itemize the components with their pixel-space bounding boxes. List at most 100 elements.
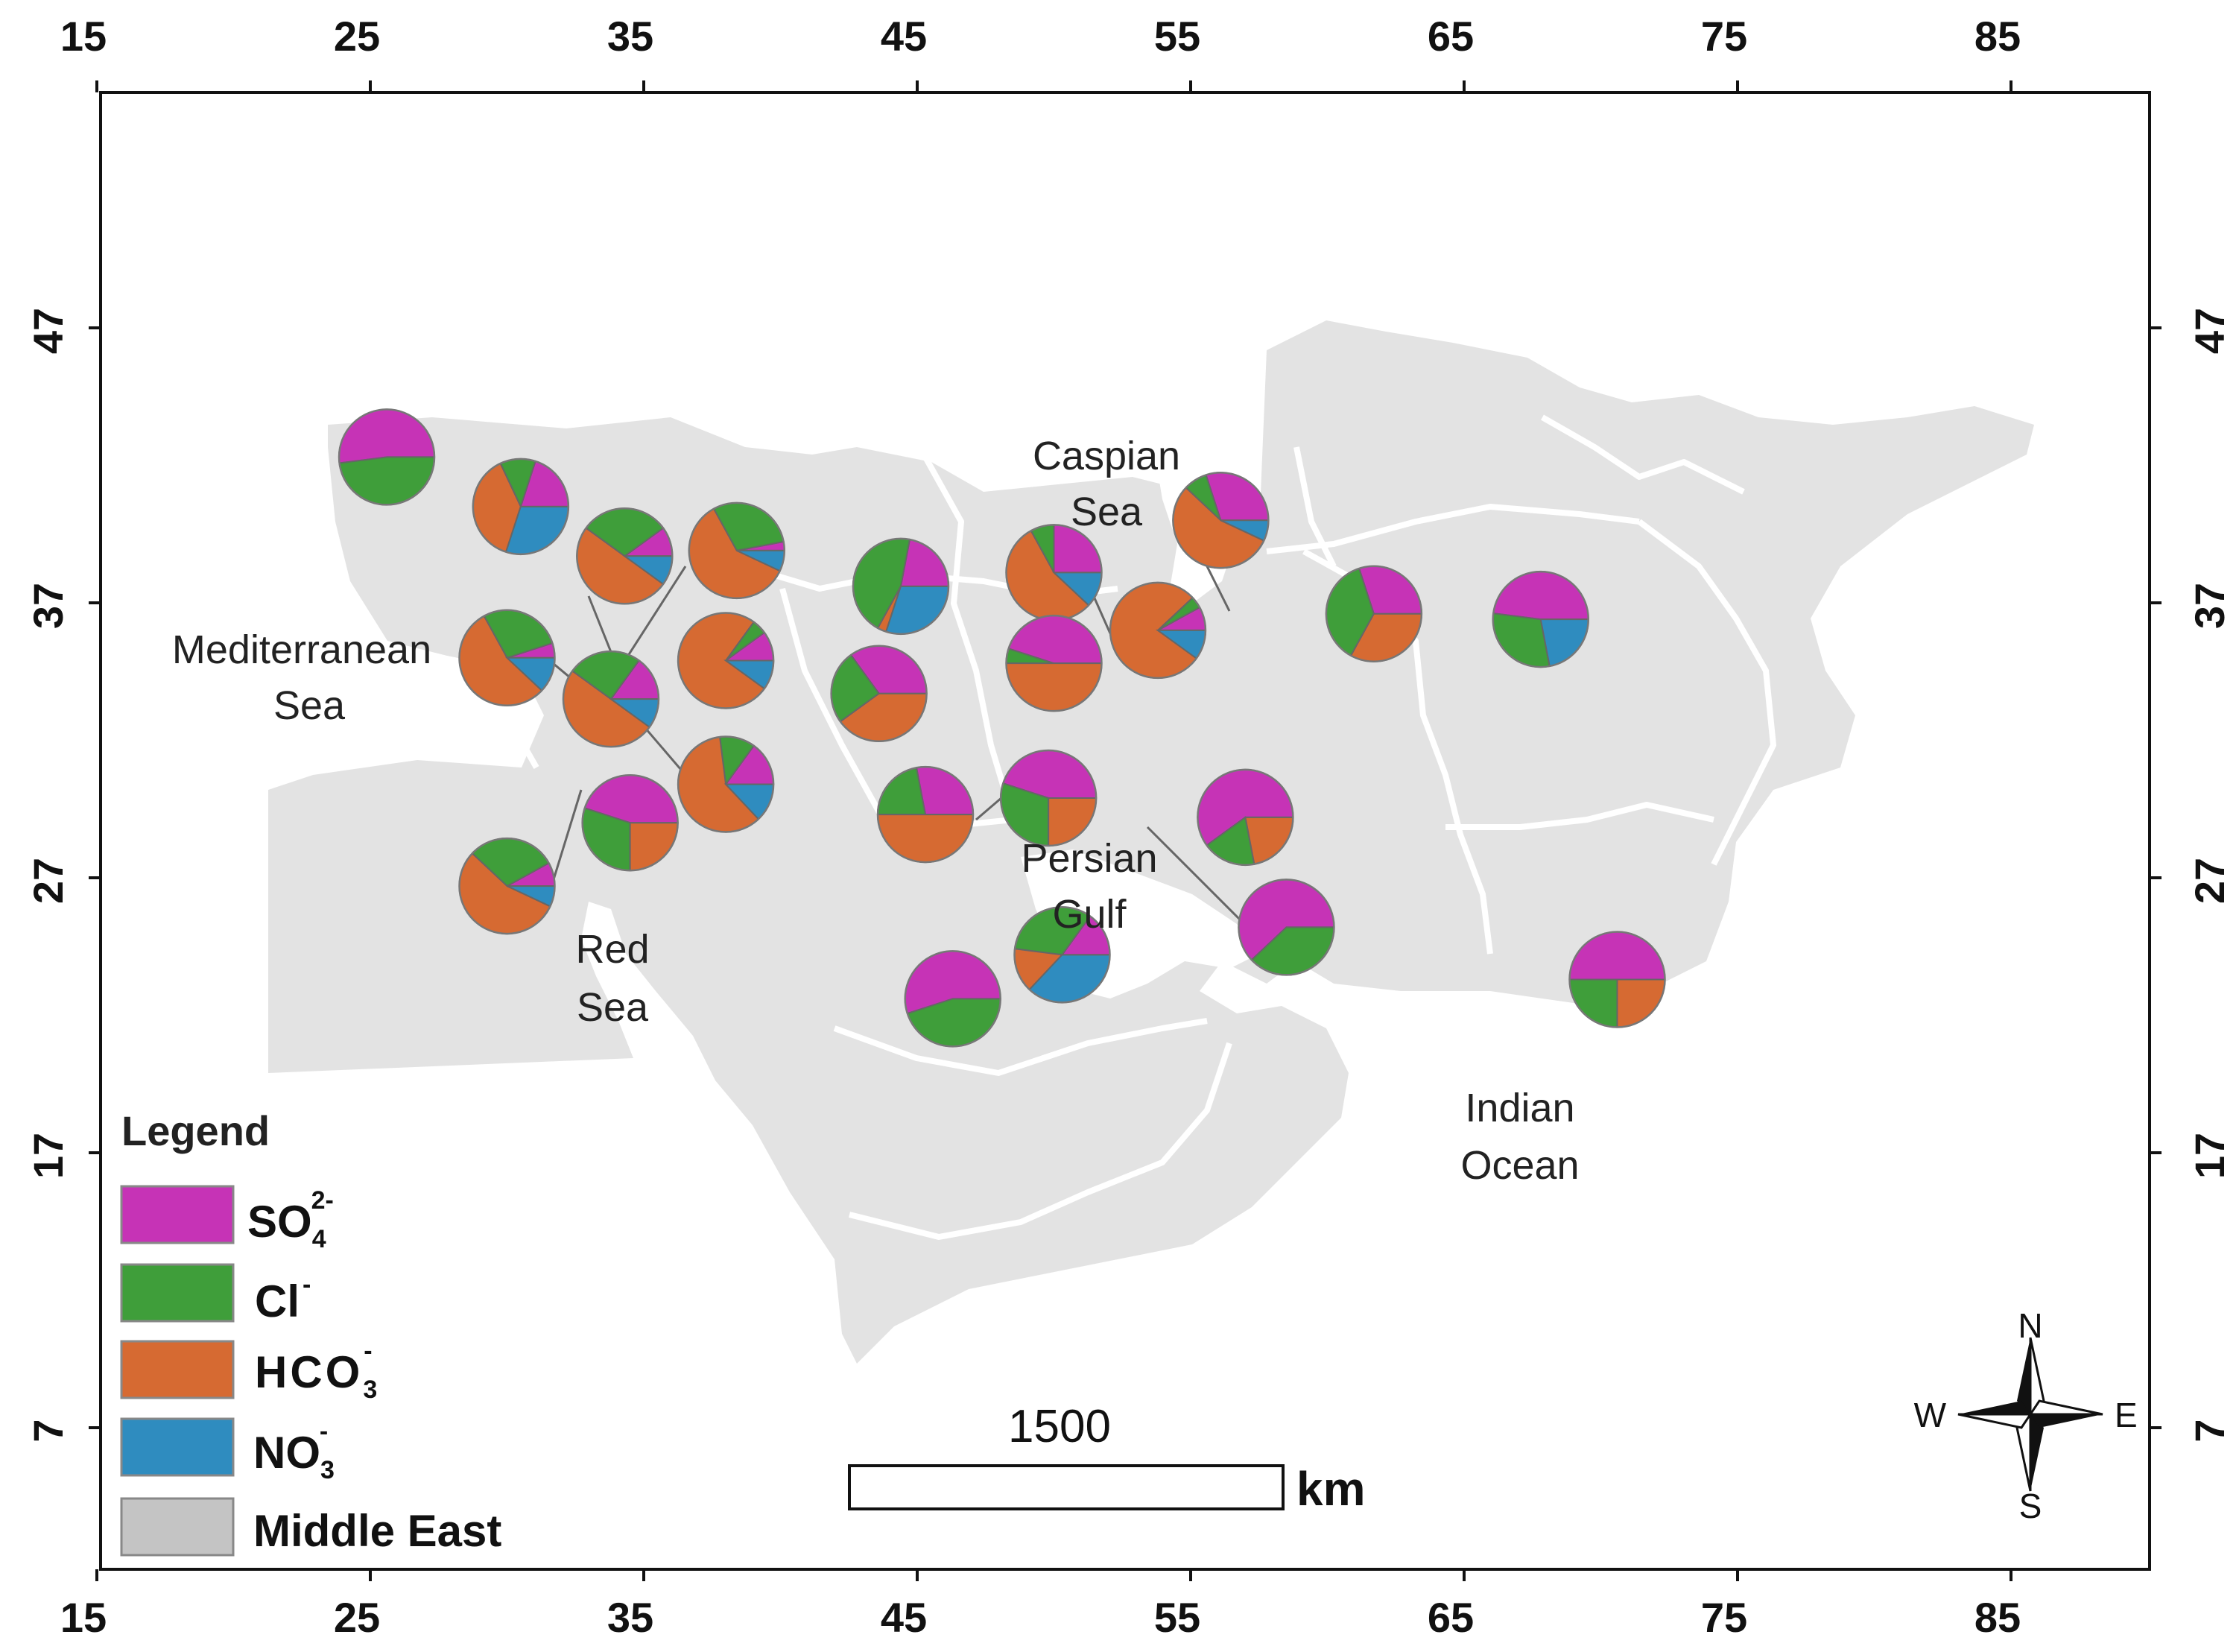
y-tick-label-left: 7	[25, 1419, 72, 1442]
legend-swatch-hco3	[120, 1340, 235, 1399]
station-pie	[1492, 570, 1590, 668]
pie-outline	[1568, 931, 1666, 1028]
x-tick-label-bottom: 75	[1701, 1594, 1747, 1641]
x-tick-label-bottom: 25	[334, 1594, 380, 1641]
sea-label-persian-1: Persian	[1021, 836, 1157, 881]
border-line	[849, 1042, 1232, 1240]
y-tick-label-right: 47	[2186, 308, 2233, 354]
compass-star-dark	[2030, 1414, 2044, 1491]
legend-swatch-middle-east	[120, 1497, 235, 1557]
legend-no3-sub: 3	[320, 1456, 335, 1484]
legend-swatch-no3	[120, 1417, 235, 1477]
y-tick-label-left: 37	[25, 583, 72, 629]
pie-outline	[830, 645, 928, 743]
sea-label-indian-2: Ocean	[1460, 1143, 1579, 1188]
sea-label-persian-2: Gulf	[1052, 892, 1127, 937]
station-pie	[852, 537, 950, 636]
pie-outline	[1172, 472, 1270, 569]
compass-star-light	[2028, 1399, 2103, 1416]
station-pie	[1005, 524, 1103, 621]
legend-hco3-sup: -	[364, 1337, 375, 1365]
pie-outline	[1005, 614, 1103, 712]
legend-title: Legend	[121, 1107, 270, 1154]
sea-label-indian-1: Indian	[1465, 1086, 1574, 1130]
legend-label-so4: SO4 2-	[247, 1186, 334, 1253]
x-tick-label-bottom: 15	[60, 1594, 107, 1641]
pie-outline	[852, 537, 950, 636]
scale-bar-value: 1500	[1008, 1401, 1111, 1452]
compass-star-light	[1957, 1413, 2033, 1429]
scale-bar-box	[848, 1464, 1285, 1510]
y-tick-label-right: 37	[2186, 583, 2233, 629]
legend-no3-sup: -	[320, 1417, 328, 1446]
y-tick-label-left: 27	[25, 858, 72, 904]
station-pie	[458, 837, 556, 935]
station-pie	[1238, 879, 1335, 976]
compass-star-dark	[2030, 1414, 2103, 1428]
border-line	[921, 453, 1016, 821]
x-tick-label-top: 45	[881, 13, 927, 60]
legend-so4-sub: 4	[312, 1225, 326, 1253]
station-pie	[1109, 581, 1207, 680]
sea-label-caspian-1: Caspian	[1033, 434, 1180, 478]
legend-cl-sup: -	[303, 1270, 311, 1299]
x-tick-label-top: 35	[607, 13, 653, 60]
compass-star-dark	[1958, 1401, 2030, 1414]
station-pie	[677, 735, 775, 833]
x-tick-label-bottom: 35	[607, 1594, 653, 1641]
station-pie	[576, 507, 674, 605]
compass-star-dark	[2017, 1338, 2030, 1414]
border-line	[833, 1018, 1208, 1076]
pie-outline	[458, 609, 556, 707]
legend-swatch-so4	[120, 1185, 235, 1244]
station-pie	[1568, 931, 1666, 1028]
sea-labels: Caspian Sea Mediterranean Sea Red Sea Pe…	[172, 434, 1580, 1188]
pie-outline	[458, 837, 556, 935]
sea-label-red-1: Red	[575, 927, 649, 972]
station-pie	[876, 765, 975, 864]
y-tick-label-right: 7	[2186, 1419, 2233, 1442]
legend-hco3-base: HCO	[255, 1347, 363, 1397]
compass-rose: N S E W	[1914, 1306, 2138, 1525]
legend-swatch-cl	[120, 1263, 235, 1323]
pie-slice-so4	[338, 408, 436, 464]
pie-outline	[1197, 768, 1294, 867]
pie-outline	[677, 735, 775, 833]
station-pie	[1197, 768, 1294, 867]
pie-outline	[1492, 570, 1590, 668]
pie-outline	[1109, 581, 1207, 680]
station-pie	[1325, 565, 1423, 663]
leader-line	[639, 722, 687, 776]
leader-line	[550, 789, 583, 887]
pie-outline	[576, 507, 674, 605]
legend-label-middle-east: Middle East	[253, 1506, 501, 1556]
compass-e: E	[2115, 1396, 2138, 1434]
border-line	[1541, 414, 1745, 495]
border-line	[1445, 802, 1714, 830]
pie-outline	[876, 765, 975, 864]
scale-bar: 1500 km	[848, 1401, 1366, 1516]
pie-outline	[581, 773, 679, 872]
y-tick-label-left: 17	[25, 1133, 72, 1179]
station-pie	[458, 609, 556, 707]
leader-line	[1146, 826, 1246, 925]
x-tick-label-top: 85	[1974, 13, 2021, 60]
station-pie	[677, 612, 775, 709]
pie-outline	[677, 612, 775, 709]
station-pie	[338, 408, 436, 506]
scale-bar-unit: km	[1296, 1462, 1366, 1516]
compass-s: S	[2019, 1487, 2042, 1525]
x-tick-label-bottom: 55	[1154, 1594, 1200, 1641]
legend-label-hco3: HCO3 -	[255, 1337, 380, 1404]
pie-outline	[562, 650, 660, 748]
y-tick-label-right: 17	[2186, 1133, 2233, 1179]
station-pie	[688, 501, 786, 600]
station-pie	[581, 773, 679, 872]
legend-no3-base: NO	[253, 1428, 320, 1478]
legend-so4-sup: 2-	[311, 1186, 334, 1215]
border-line	[1637, 519, 1776, 866]
x-tick-label-bottom: 85	[1974, 1594, 2021, 1641]
pie-outline	[1325, 565, 1423, 663]
